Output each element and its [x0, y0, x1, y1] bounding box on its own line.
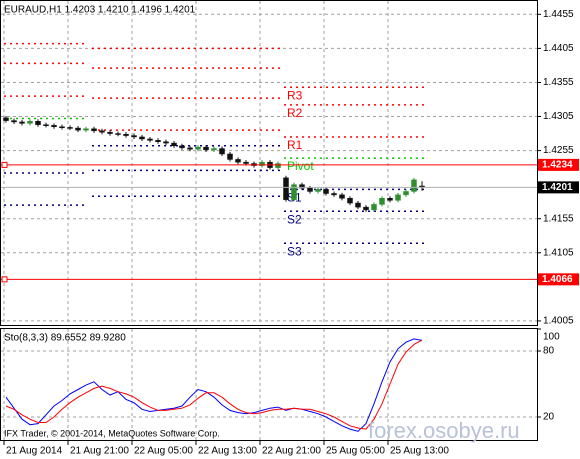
pivot-label: S3 [287, 244, 302, 258]
candle-body [323, 189, 329, 194]
x-tick-label: 25 Aug 13:00 [390, 446, 449, 457]
candle-body [179, 145, 185, 149]
candle-body [355, 202, 361, 208]
candle-body [67, 127, 73, 129]
chart-title: EURAUD,H1 1.4203 1.4210 1.4196 1.4201 [4, 5, 196, 16]
y-tick-label: 20 [543, 412, 555, 423]
candle-body [283, 177, 289, 200]
line-marker [1, 276, 8, 283]
candle-body [131, 135, 137, 138]
candle-body [235, 159, 241, 163]
y-tick-label: 1.4355 [543, 77, 574, 88]
candle-body [339, 194, 345, 199]
candle-body [59, 126, 65, 128]
candle-body [51, 125, 57, 127]
x-tick-label: 22 Aug 13:00 [198, 446, 257, 457]
price-box-label: 1.4234 [542, 160, 573, 171]
x-tick-label: 22 Aug 21:00 [262, 446, 321, 457]
x-tick-label: 21 Aug 21:00 [70, 446, 129, 457]
candle-body [91, 128, 97, 132]
candle-body [35, 121, 41, 125]
indicator-line [5, 339, 423, 430]
candle-body [211, 148, 217, 151]
price-box [538, 181, 579, 194]
candle-body [99, 130, 105, 133]
candle-body [395, 194, 401, 201]
y-tick-label: 1.4105 [543, 247, 574, 258]
candle-body [107, 131, 113, 134]
candle-body [379, 198, 385, 205]
candle-body [147, 138, 153, 141]
candle-body [171, 142, 177, 147]
price-box-label: 1.4066 [542, 274, 573, 285]
candle-body [75, 127, 81, 131]
candle-body [243, 161, 249, 164]
sub-panel [0, 328, 538, 441]
candle-body [371, 204, 377, 211]
candle-body [403, 191, 409, 196]
main-panel [0, 0, 538, 326]
line-marker [1, 161, 8, 168]
candle-body [195, 146, 201, 150]
y-tick-label: 1.4155 [543, 213, 574, 224]
candle-body [411, 179, 417, 192]
candle-body [43, 124, 49, 126]
price-box-label: 1.4201 [542, 182, 573, 193]
candle-body [27, 121, 33, 124]
candle-body [299, 184, 305, 189]
candle-body [83, 128, 89, 131]
pivot-label: R3 [287, 88, 303, 102]
x-tick-label: 25 Aug 05:00 [326, 446, 385, 457]
candle-body [275, 163, 281, 168]
indicator-title: Sto(8,3,3) 89.6552 89.9280 [4, 333, 126, 344]
candle-body [307, 187, 313, 192]
candle-body [291, 184, 297, 200]
y-tick-label: 1.4305 [543, 111, 574, 122]
x-tick-label: 22 Aug 05:00 [134, 446, 193, 457]
candle-body [259, 161, 265, 166]
candle-body [163, 141, 169, 144]
y-tick-label: 1.4255 [543, 145, 574, 156]
plot: R3R2R1PivotS1S2S3 [1, 42, 537, 432]
y-tick-label: 100 [543, 332, 560, 343]
y-tick-label: 1.4405 [543, 43, 574, 54]
candle-body [19, 121, 25, 124]
candle-body [11, 120, 17, 123]
price-box [538, 273, 579, 286]
pivot-label: S2 [287, 212, 302, 226]
x-tick-label: 21 Aug 2014 [6, 446, 63, 457]
candle-body [3, 117, 9, 121]
price-box [538, 158, 579, 171]
pivot-label: R1 [287, 138, 303, 152]
candle-body [331, 193, 337, 196]
candle-body [203, 146, 209, 151]
candle-body [187, 147, 193, 150]
pivot-label: Pivot [287, 159, 314, 173]
indicator-line [5, 338, 423, 432]
candle-body [387, 198, 393, 201]
candle-body [155, 140, 161, 142]
y-tick-label: 1.4455 [543, 9, 574, 20]
candle-body [363, 206, 369, 211]
candle-body [123, 133, 129, 136]
candle-body [139, 136, 145, 140]
y-tick-label: 80 [543, 346, 555, 357]
candle-body [219, 148, 225, 155]
candle-body [115, 133, 121, 135]
watermark: forex.osobye.ru [368, 418, 520, 443]
footer: IFX Trader, © 2001-2014, MetaQuotes Soft… [4, 428, 220, 438]
candle-body [347, 198, 353, 204]
candle-body [227, 153, 233, 160]
pivot-label: R2 [287, 106, 303, 120]
y-tick-label: 1.4005 [543, 316, 574, 327]
candle-body [315, 189, 321, 192]
